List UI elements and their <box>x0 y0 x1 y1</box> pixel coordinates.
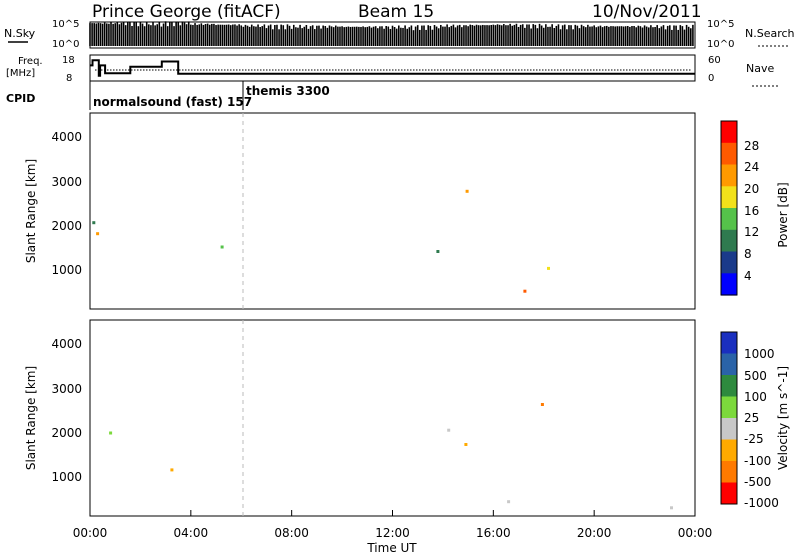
velocity-xlabel: Time UT <box>366 541 417 554</box>
power-cbar-8: 8 <box>744 247 752 261</box>
power-cbar-4: 4 <box>744 269 752 283</box>
vel-cbar-m1000: -1000 <box>744 496 779 510</box>
power-cell <box>523 289 527 293</box>
velocity-ytick-4000: 4000 <box>51 337 82 351</box>
colorbar-swatch <box>721 229 737 253</box>
power-cbar-16: 16 <box>744 204 759 218</box>
cpid-label: CPID <box>6 92 35 105</box>
x-tick-label: 20:00 <box>577 526 612 540</box>
power-ytick-3000: 3000 <box>51 175 82 189</box>
vel-cbar-m25: -25 <box>744 432 764 446</box>
colorbar-swatch <box>721 142 737 166</box>
velocity-cell <box>464 443 468 446</box>
velocity-colorbar: 1000 500 100 25 -25 -100 -500 -1000 Velo… <box>720 331 790 510</box>
velocity-cell <box>507 500 511 504</box>
beam-title: Beam 15 <box>358 2 434 22</box>
vel-cbar-100: 100 <box>744 390 767 404</box>
date-title: 10/Nov/2011 <box>592 2 702 22</box>
velocity-cell <box>670 506 673 510</box>
nsearch-bottom-tick: 10^0 <box>707 39 734 50</box>
velocity-ytick-2000: 2000 <box>51 426 82 440</box>
vel-cbar-m100: -100 <box>744 454 771 468</box>
time-axis-ticks: 00:00 04:00 08:00 12:00 16:00 20:00 00:00 <box>73 510 713 540</box>
power-cell <box>547 266 550 270</box>
power-colorbar: 4 8 12 16 20 24 28 Power [dB] <box>720 120 790 296</box>
colorbar-swatch <box>721 353 737 376</box>
colorbar-swatch <box>721 164 737 187</box>
power-cell <box>436 250 440 253</box>
velocity-cell <box>170 468 174 472</box>
power-panel: Slant Range [km] 1000 2000 3000 4000 <box>24 112 696 310</box>
power-scatter <box>92 189 550 293</box>
nsearch-top-tick: 10^5 <box>707 19 734 30</box>
nsky-bars <box>89 21 694 46</box>
nsearch-label: N.Search <box>745 27 795 40</box>
x-tick-label: 00:00 <box>678 526 713 540</box>
power-cbar-20: 20 <box>744 182 759 196</box>
freq-label-1: Freq. <box>18 56 43 67</box>
nave-top-tick: 60 <box>708 55 721 66</box>
nave-label: Nave <box>746 62 774 75</box>
power-cbar-12: 12 <box>744 225 759 239</box>
x-tick-label: 00:00 <box>73 526 108 540</box>
velocity-cell <box>540 403 544 406</box>
velocity-ytick-1000: 1000 <box>51 470 82 484</box>
power-cell <box>465 189 469 193</box>
colorbar-swatch <box>721 273 737 296</box>
nave-bottom-tick: 0 <box>708 73 714 84</box>
cpid-row: CPID normalsound (fast) 157 themis 3300 <box>6 81 330 110</box>
vel-cbar-m500: -500 <box>744 475 771 489</box>
colorbar-swatch <box>721 418 737 440</box>
colorbar-swatch <box>721 186 737 209</box>
power-cell <box>96 232 100 236</box>
nsky-panel: N.Sky 10^5 10^0 10^5 10^0 N.Search <box>4 19 795 50</box>
freq-panel: Freq. [MHz] 18 8 60 0 Nave <box>6 54 778 87</box>
cpid-normalsound: normalsound (fast) 157 <box>93 95 252 109</box>
velocity-cell <box>447 428 451 432</box>
freq-line <box>90 59 695 77</box>
x-tick-label: 04:00 <box>174 526 209 540</box>
colorbar-swatch <box>721 251 737 274</box>
freq-top-tick: 18 <box>62 55 75 66</box>
colorbar-swatch <box>721 439 737 462</box>
colorbar-swatch <box>721 121 737 144</box>
velocity-panel: Slant Range [km] 1000 2000 3000 4000 Tim… <box>24 319 713 554</box>
colorbar-swatch <box>721 332 737 354</box>
colorbar-swatch <box>721 482 737 505</box>
colorbar-swatch <box>721 375 737 397</box>
colorbar-swatch <box>721 461 737 483</box>
colorbar-swatch <box>721 396 737 419</box>
vel-cbar-1000: 1000 <box>744 347 775 361</box>
x-tick-label: 16:00 <box>476 526 511 540</box>
vel-cbar-500: 500 <box>744 369 767 383</box>
freq-label-2: [MHz] <box>6 68 35 79</box>
x-tick-label: 08:00 <box>274 526 309 540</box>
power-ytick-2000: 2000 <box>51 219 82 233</box>
power-ylabel: Slant Range [km] <box>24 159 38 263</box>
power-cbar-label: Power [dB] <box>776 182 790 247</box>
power-ytick-4000: 4000 <box>51 130 82 144</box>
vel-cbar-25: 25 <box>744 411 759 425</box>
vel-cbar-label: Velocity [m s^-1] <box>776 366 790 470</box>
velocity-ytick-3000: 3000 <box>51 382 82 396</box>
power-cell <box>92 221 96 225</box>
freq-bottom-tick: 8 <box>66 73 72 84</box>
velocity-ylabel: Slant Range [km] <box>24 366 38 470</box>
velocity-cell <box>109 431 113 435</box>
cpid-themis: themis 3300 <box>246 84 330 98</box>
power-cbar-24: 24 <box>744 160 759 174</box>
nsky-bottom-tick: 10^0 <box>52 39 79 50</box>
power-cell <box>220 245 224 249</box>
power-cbar-28: 28 <box>744 139 759 153</box>
velocity-scatter <box>109 403 673 510</box>
colorbar-swatch <box>721 208 737 231</box>
x-tick-label: 12:00 <box>375 526 410 540</box>
station-title: Prince George (fitACF) <box>92 2 281 22</box>
nsky-label: N.Sky <box>4 27 36 40</box>
nsky-top-tick: 10^5 <box>52 19 79 30</box>
power-ytick-1000: 1000 <box>51 263 82 277</box>
